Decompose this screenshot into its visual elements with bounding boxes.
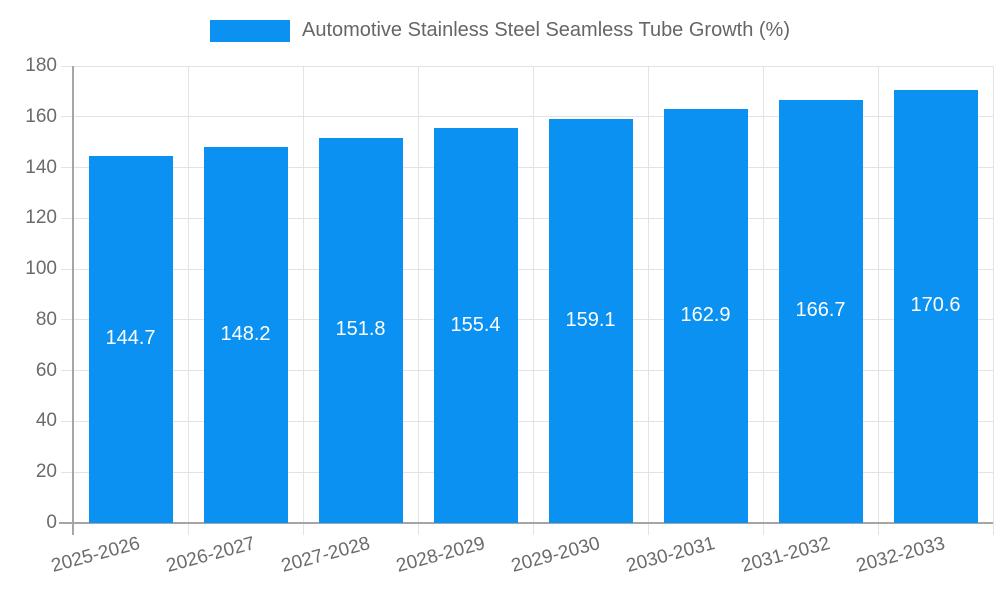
plot-area: 0 20 40 60 80 100 120 140 160 180 144.7 148.2 151.8 1…: [25, 55, 994, 577]
bar-value-label: 151.8: [335, 318, 386, 341]
x-tick-label: 2026-2027: [163, 533, 257, 577]
x-tick-label: 2027-2028: [278, 533, 372, 577]
y-axis-tick: [61, 65, 73, 67]
y-axis-tick: [61, 167, 73, 169]
x-axis-line: [59, 522, 993, 524]
y-tick-label: 100: [25, 258, 57, 280]
bar-value-label: 170.6: [910, 294, 961, 317]
x-tick-label: 2030-2031: [623, 533, 717, 577]
y-axis-line: [72, 66, 74, 535]
y-axis-tick: [61, 217, 73, 219]
y-tick-label: 40: [35, 410, 57, 432]
bar: 170.6: [893, 89, 978, 523]
x-tick-label: 2031-2032: [738, 533, 832, 577]
y-axis-tick: [61, 268, 73, 270]
y-axis-tick: [61, 319, 73, 321]
bar-value-label: 162.9: [680, 304, 731, 327]
y-tick-label: 160: [25, 105, 57, 127]
y-axis-tick: [61, 420, 73, 422]
gridline-vertical: [417, 66, 419, 535]
bar: 166.7: [778, 99, 863, 523]
y-tick-label: 140: [25, 156, 57, 178]
gridline-vertical: [302, 66, 304, 535]
legend-swatch-icon: [210, 19, 290, 42]
chart-legend[interactable]: Automotive Stainless Steel Seamless Tube…: [0, 19, 1000, 42]
bar-value-label: 155.4: [450, 313, 501, 336]
y-tick-label: 60: [35, 359, 57, 381]
bar: 151.8: [318, 137, 403, 523]
bar: 159.1: [548, 119, 633, 523]
gridline-vertical: [187, 66, 189, 535]
y-tick-label: 0: [46, 512, 57, 533]
gridline-vertical: [992, 66, 994, 535]
bar: 155.4: [433, 128, 518, 523]
y-tick-label: 80: [35, 308, 57, 330]
x-tick-label: 2032-2033: [853, 533, 947, 577]
y-tick-label: 20: [35, 461, 57, 483]
bar-value-label: 144.7: [105, 327, 156, 350]
x-tick-label: 2029-2030: [508, 533, 602, 577]
gridline-vertical: [532, 66, 534, 535]
y-tick-label: 180: [25, 55, 57, 76]
bar-value-label: 148.2: [220, 322, 271, 345]
x-tick-label: 2025-2026: [48, 533, 142, 577]
bar: 148.2: [203, 146, 288, 523]
bar: 144.7: [88, 155, 173, 523]
y-axis-tick: [61, 370, 73, 372]
y-tick-label: 120: [25, 207, 57, 229]
gridline-vertical: [762, 66, 764, 535]
y-axis-tick: [61, 116, 73, 118]
bar: 162.9: [663, 109, 748, 523]
bar-value-label: 166.7: [795, 299, 846, 322]
y-axis-tick: [61, 471, 73, 473]
x-tick-label: 2028-2029: [393, 533, 487, 577]
gridline-vertical: [647, 66, 649, 535]
legend-label: Automotive Stainless Steel Seamless Tube…: [302, 19, 790, 41]
gridline-vertical: [877, 66, 879, 535]
bar-value-label: 159.1: [565, 309, 616, 332]
